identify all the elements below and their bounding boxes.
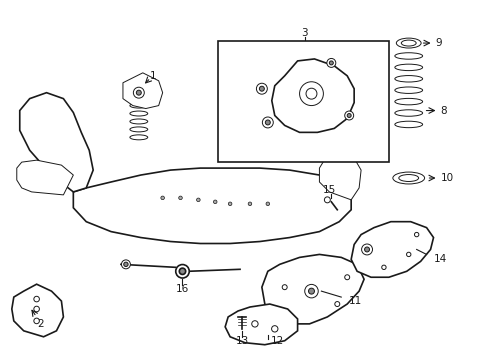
Text: 16: 16: [176, 284, 189, 294]
Polygon shape: [319, 152, 361, 200]
Circle shape: [305, 284, 318, 298]
Polygon shape: [123, 73, 163, 109]
Ellipse shape: [393, 172, 425, 184]
Ellipse shape: [130, 127, 148, 132]
Circle shape: [329, 61, 333, 65]
Text: 2: 2: [38, 319, 44, 329]
Polygon shape: [262, 255, 364, 324]
Ellipse shape: [395, 98, 422, 105]
Circle shape: [34, 318, 39, 324]
Ellipse shape: [401, 40, 416, 46]
Text: 15: 15: [323, 185, 336, 195]
Polygon shape: [74, 168, 351, 243]
Circle shape: [345, 275, 350, 280]
Text: 14: 14: [434, 255, 447, 264]
Circle shape: [256, 83, 268, 94]
Text: 3: 3: [301, 28, 308, 38]
Circle shape: [347, 113, 351, 117]
Circle shape: [345, 111, 354, 120]
Circle shape: [266, 120, 270, 125]
Text: 6: 6: [239, 123, 245, 134]
Circle shape: [161, 196, 165, 200]
Circle shape: [299, 82, 323, 105]
Circle shape: [306, 88, 317, 99]
Polygon shape: [17, 160, 74, 195]
Bar: [218, 41, 389, 162]
Circle shape: [248, 202, 252, 206]
Ellipse shape: [130, 103, 148, 108]
Circle shape: [214, 200, 217, 204]
Circle shape: [252, 321, 258, 327]
Text: 13: 13: [235, 336, 248, 346]
Ellipse shape: [395, 110, 422, 116]
Circle shape: [262, 117, 273, 128]
Text: 9: 9: [436, 38, 442, 48]
Circle shape: [382, 265, 386, 270]
Text: 8: 8: [441, 105, 447, 116]
Circle shape: [124, 262, 128, 266]
Circle shape: [179, 268, 186, 274]
Polygon shape: [351, 222, 434, 277]
Circle shape: [176, 265, 189, 278]
Circle shape: [179, 196, 182, 200]
Circle shape: [324, 197, 330, 203]
Circle shape: [228, 202, 232, 206]
Text: 12: 12: [271, 336, 284, 346]
Ellipse shape: [130, 111, 148, 116]
Ellipse shape: [130, 135, 148, 140]
Text: 10: 10: [441, 173, 454, 183]
Polygon shape: [272, 59, 354, 132]
Polygon shape: [225, 304, 297, 345]
Circle shape: [266, 202, 270, 206]
Circle shape: [365, 247, 369, 252]
Circle shape: [34, 296, 39, 302]
Polygon shape: [20, 93, 93, 192]
Circle shape: [362, 244, 372, 255]
Ellipse shape: [395, 76, 422, 82]
Text: 5: 5: [356, 54, 363, 64]
Circle shape: [415, 233, 419, 237]
Ellipse shape: [395, 87, 422, 94]
Circle shape: [259, 86, 264, 91]
Text: 7: 7: [369, 120, 376, 130]
Text: 11: 11: [349, 296, 363, 306]
Circle shape: [335, 302, 340, 306]
Text: 4: 4: [244, 84, 250, 94]
Circle shape: [122, 260, 130, 269]
Circle shape: [196, 198, 200, 202]
Circle shape: [271, 326, 278, 332]
Ellipse shape: [396, 38, 421, 48]
Ellipse shape: [395, 64, 422, 71]
Ellipse shape: [399, 175, 418, 181]
Circle shape: [133, 87, 144, 98]
Circle shape: [136, 90, 141, 95]
Ellipse shape: [395, 121, 422, 128]
Circle shape: [407, 252, 411, 257]
Text: 1: 1: [149, 71, 156, 81]
Circle shape: [282, 285, 287, 290]
Circle shape: [327, 58, 336, 67]
Polygon shape: [12, 284, 63, 337]
Ellipse shape: [395, 53, 422, 59]
Ellipse shape: [130, 119, 148, 124]
Circle shape: [309, 288, 315, 294]
Circle shape: [34, 306, 39, 312]
